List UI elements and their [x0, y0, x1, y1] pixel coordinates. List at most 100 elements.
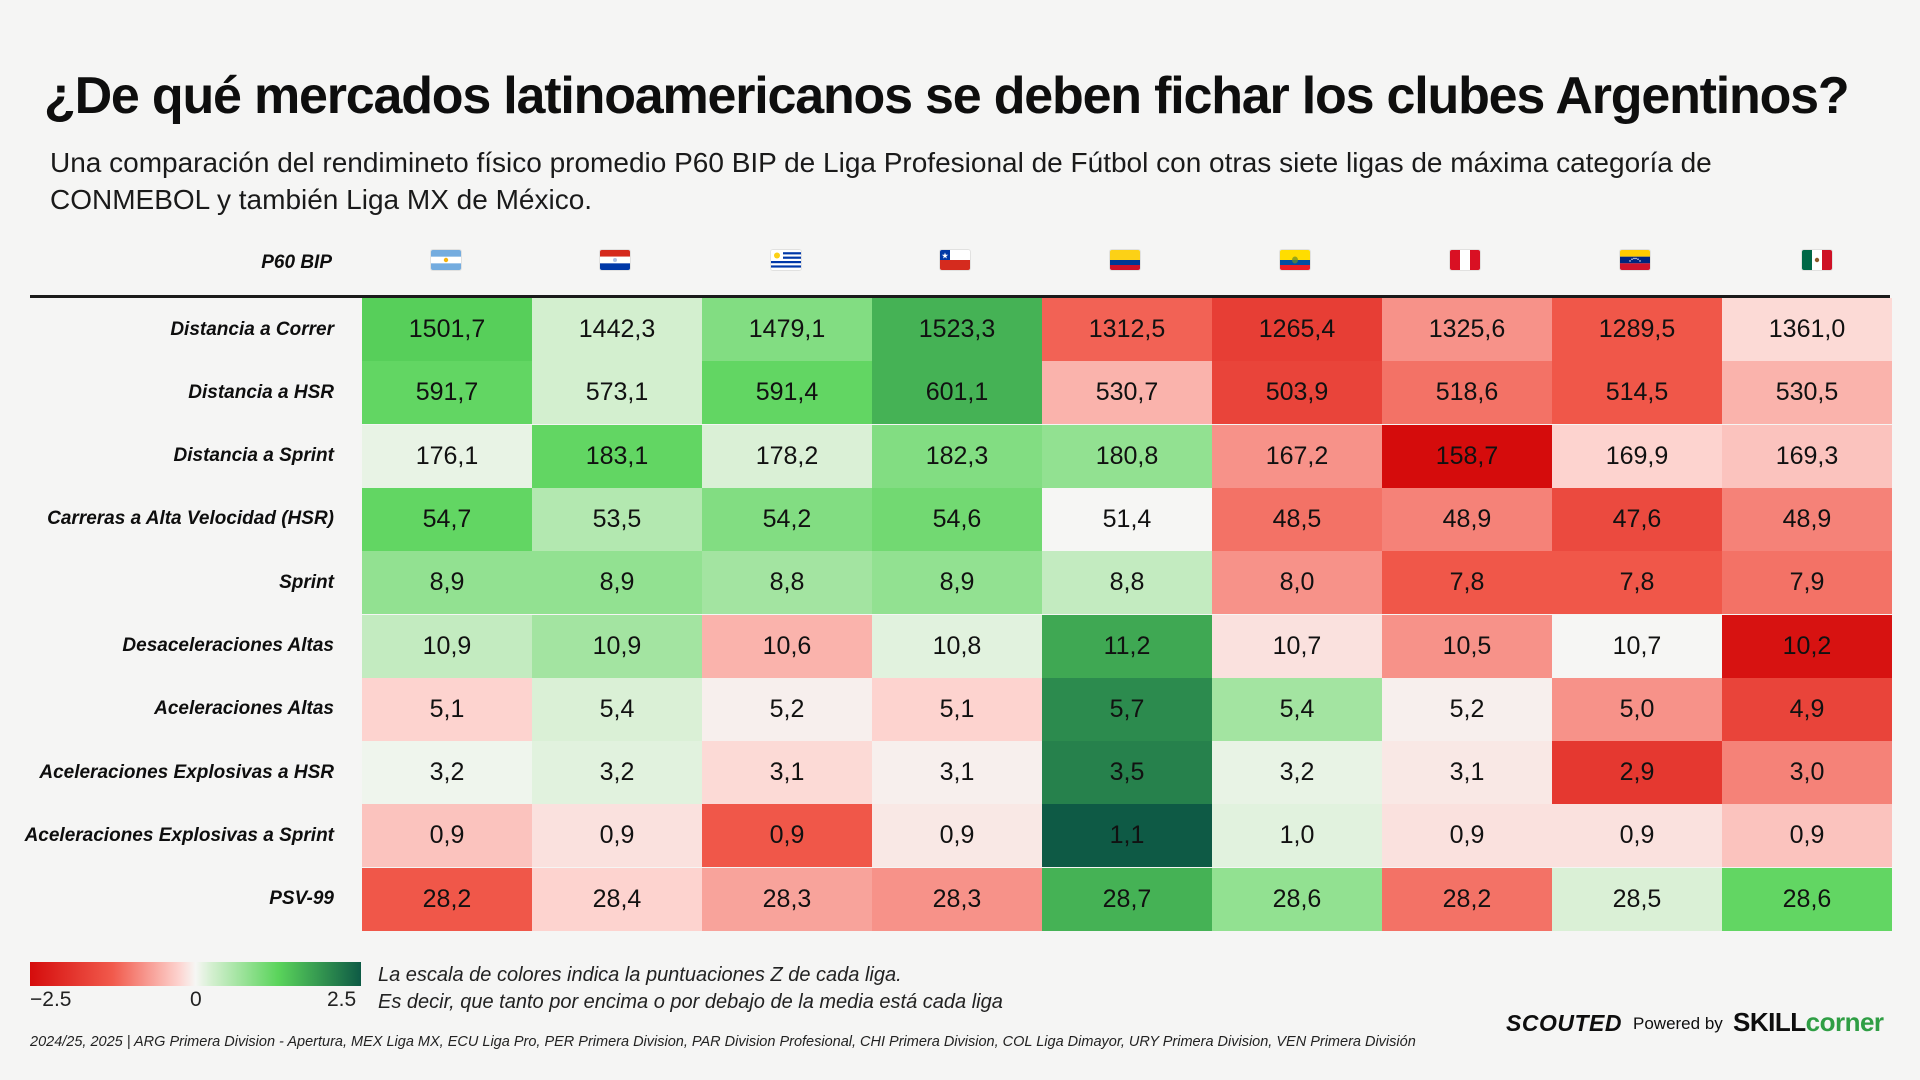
heatmap-cell: 1442,3	[532, 298, 702, 361]
heatmap-cell: 1479,1	[702, 298, 872, 361]
row-label: Carreras a Alta Velocidad (HSR)	[47, 508, 334, 530]
heatmap-cell: 503,9	[1212, 361, 1382, 425]
heatmap-cell: 48,9	[1382, 487, 1552, 551]
heatmap-cell: 28,2	[362, 867, 532, 931]
heatmap-cell: 10,7	[1552, 614, 1722, 678]
heatmap-cell: 10,6	[702, 614, 872, 678]
heatmap-cell: 10,2	[1722, 614, 1892, 678]
row-label: Distancia a Correr	[170, 318, 334, 340]
heatmap-cell: 601,1	[872, 361, 1042, 425]
heatmap-cell: 8,8	[1042, 551, 1212, 615]
powered-by-text: Powered by	[1633, 1014, 1723, 1033]
peru-flag-icon	[1450, 250, 1480, 270]
heatmap-cell: 2,9	[1552, 741, 1722, 805]
heatmap-cell: 169,9	[1552, 424, 1722, 488]
heatmap-cell: 48,9	[1722, 487, 1892, 551]
heatmap-cell: 178,2	[702, 424, 872, 488]
heatmap-cell: 28,3	[702, 867, 872, 931]
heatmap-cell: 1361,0	[1722, 298, 1892, 361]
heatmap-cell: 591,7	[362, 361, 532, 425]
row-label: Distancia a Sprint	[173, 445, 335, 467]
header-divider	[30, 295, 1890, 298]
heatmap-cell: 48,5	[1212, 487, 1382, 551]
heatmap-cell: 5,1	[872, 677, 1042, 741]
row-label: Desaceleraciones Altas	[122, 635, 334, 656]
heatmap-cell: 10,5	[1382, 614, 1552, 678]
heatmap-cell: 514,5	[1552, 361, 1722, 425]
heatmap-cell: 0,9	[1382, 804, 1552, 868]
skillcorner-logo-skill: SKILL	[1733, 1007, 1806, 1037]
heatmap-cell: 53,5	[532, 487, 702, 551]
heatmap-cell: 28,7	[1042, 867, 1212, 931]
heatmap-cell: 8,9	[532, 551, 702, 615]
heatmap-cell: 1,0	[1212, 804, 1382, 868]
paraguay-flag-icon	[600, 250, 630, 270]
heatmap-cell: 4,9	[1722, 677, 1892, 741]
heatmap-cell: 54,7	[362, 487, 532, 551]
row-label: Aceleraciones Explosivas a Sprint	[24, 824, 334, 846]
legend-line-1: La escala de colores indica la puntuacio…	[378, 964, 902, 986]
heatmap-cell: 5,4	[532, 677, 702, 741]
ecuador-flag-icon	[1280, 250, 1310, 270]
heatmap-cell: 182,3	[872, 424, 1042, 488]
chile-flag-icon	[940, 250, 970, 270]
row-label: Aceleraciones Explosivas a HSR	[39, 761, 334, 783]
heatmap-cell: 1312,5	[1042, 298, 1212, 361]
heatmap-cell: 518,6	[1382, 361, 1552, 425]
heatmap-cell: 0,9	[702, 804, 872, 868]
heatmap-cell: 3,2	[532, 741, 702, 805]
heatmap-cell: 167,2	[1212, 424, 1382, 488]
heatmap-cell: 158,7	[1382, 424, 1552, 488]
skillcorner-logo: SKILLcorner	[1733, 1007, 1884, 1038]
heatmap-cell: 0,9	[362, 804, 532, 868]
heatmap-cell: 0,9	[1722, 804, 1892, 868]
heatmap-cell: 10,7	[1212, 614, 1382, 678]
heatmap-cell: 5,7	[1042, 677, 1212, 741]
heatmap-cell: 28,5	[1552, 867, 1722, 931]
heatmap-cell: 54,2	[702, 487, 872, 551]
heatmap-cell: 0,9	[532, 804, 702, 868]
heatmap-cell: 28,6	[1212, 867, 1382, 931]
row-label: Distancia a HSR	[188, 381, 334, 403]
heatmap-cell: 28,3	[872, 867, 1042, 931]
heatmap-cell: 180,8	[1042, 424, 1212, 488]
heatmap-cell: 1289,5	[1552, 298, 1722, 361]
heatmap-cell: 169,3	[1722, 424, 1892, 488]
heatmap-cell: 1265,4	[1212, 298, 1382, 361]
heatmap-cell: 51,4	[1042, 487, 1212, 551]
skillcorner-logo-corner: corner	[1805, 1007, 1884, 1037]
row-label: Sprint	[279, 571, 334, 593]
colombia-flag-icon	[1110, 250, 1140, 270]
heatmap-cell: 3,2	[362, 741, 532, 805]
heatmap-cell: 7,8	[1382, 551, 1552, 615]
heatmap-cell: 8,9	[872, 551, 1042, 615]
heatmap-cell: 7,9	[1722, 551, 1892, 615]
heatmap-cell: 10,8	[872, 614, 1042, 678]
heatmap-cell: 28,4	[532, 867, 702, 931]
heatmap-cell: 11,2	[1042, 614, 1212, 678]
heatmap-cell: 8,0	[1212, 551, 1382, 615]
heatmap-cell: 1325,6	[1382, 298, 1552, 361]
heatmap-cell: 3,2	[1212, 741, 1382, 805]
heatmap-cell: 573,1	[532, 361, 702, 425]
heatmap-cell: 0,9	[872, 804, 1042, 868]
heatmap-cell: 8,8	[702, 551, 872, 615]
heatmap-cell: 3,1	[702, 741, 872, 805]
heatmap-cell: 1523,3	[872, 298, 1042, 361]
heatmap-cell: 10,9	[532, 614, 702, 678]
heatmap-cell: 3,1	[872, 741, 1042, 805]
heatmap-cell: 28,6	[1722, 867, 1892, 931]
heatmap-cell: 1,1	[1042, 804, 1212, 868]
venezuela-flag-icon	[1620, 250, 1650, 270]
chart-subtitle: Una comparación del rendimineto físico p…	[50, 147, 1712, 215]
heatmap-cell: 530,7	[1042, 361, 1212, 425]
heatmap-cell: 8,9	[362, 551, 532, 615]
heatmap-cell: 530,5	[1722, 361, 1892, 425]
scouted-logo: SCOUTED	[1506, 1010, 1622, 1036]
heatmap-cell: 54,6	[872, 487, 1042, 551]
legend-min-label: −2.5	[30, 988, 72, 1011]
heatmap-cell: 5,2	[702, 677, 872, 741]
uruguay-flag-icon	[771, 250, 801, 270]
heatmap-cell: 5,1	[362, 677, 532, 741]
heatmap-cell: 591,4	[702, 361, 872, 425]
